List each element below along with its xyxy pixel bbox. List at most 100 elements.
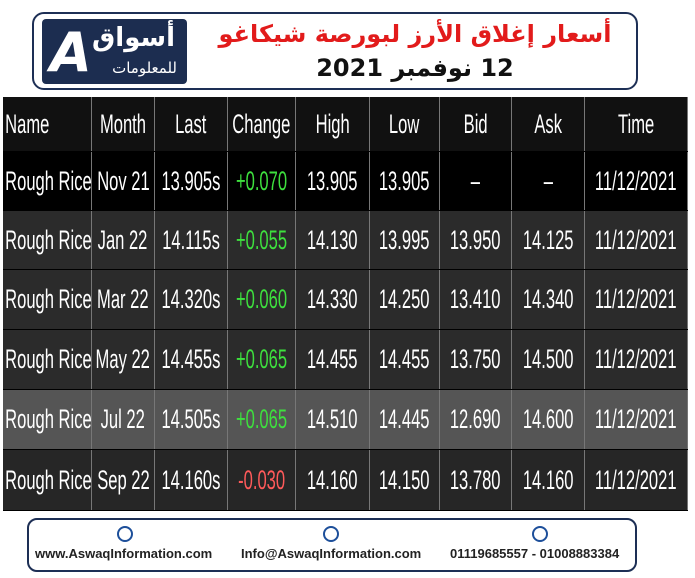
column-header: Name: [3, 97, 92, 151]
email[interactable]: Info@AswaqInformation.com: [241, 546, 422, 561]
logo-mark: A: [50, 21, 92, 84]
table-cell: 13.905s: [155, 152, 228, 210]
cell-text: 11/12/2021: [595, 464, 677, 495]
cell-text: 14.500: [522, 343, 574, 374]
table-cell: 11/12/2021: [585, 152, 688, 210]
table-cell: 13.410: [440, 270, 512, 329]
table-cell: 14.320s: [155, 270, 228, 329]
cell-text: 14.510: [307, 403, 358, 434]
table-cell: 14.455: [296, 330, 370, 389]
phone[interactable]: 01119685557 - 01008883384: [450, 546, 620, 561]
table-cell: Nov 21: [92, 152, 155, 210]
footer: www.AswaqInformation.com Info@AswaqInfor…: [27, 518, 637, 572]
column-header: High: [296, 97, 370, 151]
table-cell: Rough Rice: [3, 390, 92, 449]
web-icon: [117, 526, 133, 542]
table-cell: +0.065: [228, 390, 296, 449]
column-header: Change: [228, 97, 296, 151]
table-cell: 14.455: [370, 330, 440, 389]
table-cell: 14.115s: [155, 211, 228, 269]
table-cell: 14.600: [512, 390, 585, 449]
cell-text: +0.070: [235, 165, 288, 196]
table-cell: +0.055: [228, 211, 296, 269]
table-cell: 14.340: [512, 270, 585, 329]
cell-text: Rough Rice: [5, 343, 92, 374]
logo-name: أسواق: [92, 23, 175, 53]
cell-text: 14.130: [307, 224, 358, 255]
cell-text: Rough Rice: [5, 283, 92, 314]
cell-text: Jul 22: [100, 403, 146, 434]
cell-text: Rough Rice: [5, 224, 92, 255]
column-header: Low: [370, 97, 440, 151]
email-icon: [323, 526, 339, 542]
cell-text: 11/12/2021: [595, 224, 677, 255]
table-cell: 13.950: [440, 211, 512, 269]
cell-text: 14.320s: [161, 283, 221, 314]
cell-text: 12.690: [450, 403, 501, 434]
table-cell: 14.125: [512, 211, 585, 269]
cell-text: 14.160s: [161, 464, 221, 495]
cell-text: May 22: [95, 343, 151, 374]
website[interactable]: www.AswaqInformation.com: [35, 546, 213, 561]
table-cell: 13.750: [440, 330, 512, 389]
table-cell: Jan 22: [92, 211, 155, 269]
cell-text: Name: [5, 108, 50, 139]
cell-text: 14.340: [522, 283, 574, 314]
logo-tagline: للمعلومات: [112, 59, 177, 77]
cell-text: 11/12/2021: [595, 343, 677, 374]
table-cell: 14.150: [370, 450, 440, 510]
column-header: Ask: [512, 97, 585, 151]
table-cell: Rough Rice: [3, 152, 92, 210]
table-cell: 14.330: [296, 270, 370, 329]
column-header: Last: [155, 97, 228, 151]
cell-text: 13.905: [379, 165, 430, 196]
title: أسعار إغلاق الأرز لبورصة شيكاغو: [218, 20, 612, 48]
table-cell: 11/12/2021: [585, 330, 688, 389]
cell-text: +0.065: [235, 343, 288, 374]
cell-text: 13.995: [379, 224, 430, 255]
column-header: Time: [585, 97, 688, 151]
cell-text: Rough Rice: [5, 165, 92, 196]
table-cell: +0.065: [228, 330, 296, 389]
table-cell: 13.995: [370, 211, 440, 269]
cell-text: Last: [175, 108, 207, 139]
cell-text: 13.410: [450, 283, 501, 314]
table-cell: 14.445: [370, 390, 440, 449]
cell-text: Nov 21: [96, 165, 150, 196]
cell-text: Mar 22: [97, 283, 149, 314]
table-cell: Rough Rice: [3, 450, 92, 510]
cell-text: Rough Rice: [5, 403, 92, 434]
table-cell: 14.160: [296, 450, 370, 510]
cell-text: 11/12/2021: [595, 403, 677, 434]
table-cell: 14.250: [370, 270, 440, 329]
cell-text: +0.060: [235, 283, 288, 314]
cell-text: 14.125: [522, 224, 574, 255]
cell-text: Low: [389, 108, 420, 139]
logo: A أسواق للمعلومات: [42, 19, 187, 84]
cell-text: 13.780: [450, 464, 501, 495]
cell-text: Sep 22: [96, 464, 150, 495]
table-cell: Mar 22: [92, 270, 155, 329]
cell-text: 13.950: [450, 224, 501, 255]
cell-text: -0.030: [238, 464, 285, 495]
cell-text: Change: [232, 108, 291, 139]
table-cell: 13.780: [440, 450, 512, 510]
cell-text: 14.330: [307, 283, 358, 314]
cell-text: Time: [617, 108, 655, 139]
table-cell: 11/12/2021: [585, 270, 688, 329]
cell-text: –: [470, 165, 481, 196]
table-cell: 12.690: [440, 390, 512, 449]
table-cell: May 22: [92, 330, 155, 389]
cell-text: 14.505s: [161, 403, 221, 434]
cell-text: 11/12/2021: [595, 165, 677, 196]
cell-text: 14.600: [522, 403, 574, 434]
column-header: Bid: [440, 97, 512, 151]
cell-text: 14.250: [379, 283, 430, 314]
table-cell: +0.060: [228, 270, 296, 329]
table-cell: 14.510: [296, 390, 370, 449]
table: Name Month Last Change High Low Bid Ask Time Roug…: [3, 97, 688, 511]
cell-text: 14.455: [307, 343, 358, 374]
header: A أسواق للمعلومات أسعار إغلاق الأرز لبور…: [32, 12, 638, 90]
cell-text: 14.115s: [162, 224, 220, 255]
